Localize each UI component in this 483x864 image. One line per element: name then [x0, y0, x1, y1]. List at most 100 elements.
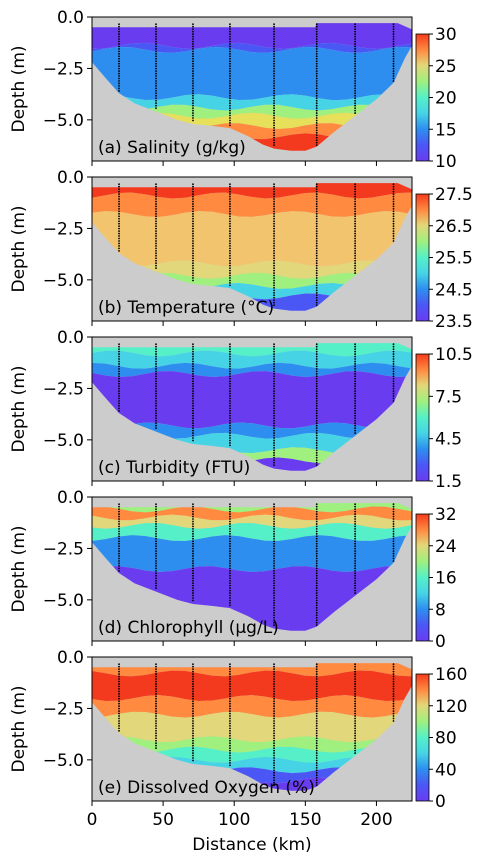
station-point [273, 284, 275, 287]
station-point [273, 405, 275, 407]
station-point [392, 232, 395, 235]
station-point [392, 513, 395, 515]
station-point [229, 190, 231, 193]
panel-label: (a) Salinity (g/kg) [98, 138, 246, 158]
station-point [273, 715, 275, 717]
station-point [392, 395, 395, 397]
station-point [354, 193, 357, 195]
station-point [392, 62, 395, 65]
station-point [273, 427, 275, 430]
station-point [273, 552, 275, 555]
station-point [155, 579, 157, 582]
station-point [354, 683, 357, 685]
station-point [192, 232, 194, 235]
station-point [273, 183, 275, 186]
station-point [229, 25, 231, 28]
station-point [273, 515, 275, 518]
station-point [118, 532, 120, 535]
station-point [315, 737, 318, 740]
station-point [354, 72, 357, 75]
station-point [354, 520, 357, 523]
station-point [192, 678, 194, 680]
station-point [229, 737, 231, 740]
station-point [155, 569, 157, 572]
station-point [155, 60, 157, 63]
station-point [354, 737, 357, 740]
station-point [315, 104, 318, 107]
station-point [315, 437, 318, 439]
station-point [155, 212, 157, 215]
station-point [315, 249, 318, 252]
station-point [273, 85, 275, 87]
station-point [118, 665, 120, 668]
station-point [273, 520, 275, 523]
station-point [273, 683, 275, 685]
station-point [354, 107, 357, 110]
station-point [273, 518, 275, 520]
station-point [192, 235, 194, 237]
station-point [315, 52, 318, 55]
station-point [354, 402, 357, 405]
station-point [354, 77, 357, 80]
station-point [229, 385, 231, 388]
station-point [229, 203, 231, 205]
station-point [273, 72, 275, 75]
station-point [155, 267, 157, 270]
station-point [229, 360, 231, 363]
station-point [192, 749, 194, 752]
station-point [118, 62, 120, 65]
station-point [273, 82, 275, 85]
station-point [273, 722, 275, 725]
station-point [229, 363, 231, 365]
station-point [354, 424, 357, 427]
y-tick-label: −2.5 [43, 539, 84, 559]
station-point [354, 705, 357, 708]
station-point [315, 367, 318, 370]
station-point [229, 747, 231, 750]
station-point [155, 402, 157, 405]
station-point [315, 38, 318, 40]
colorbar-tick-label: 23.5 [435, 312, 473, 332]
station-point [315, 217, 318, 220]
station-point [229, 87, 231, 90]
station-point [229, 577, 231, 580]
station-point [273, 230, 275, 233]
station-point [229, 442, 231, 444]
station-point [118, 205, 120, 208]
colorbar [415, 673, 430, 802]
station-point [273, 444, 275, 447]
station-point [118, 515, 120, 518]
station-point [229, 104, 231, 107]
station-point [155, 222, 157, 225]
station-point [392, 527, 395, 530]
station-point [354, 668, 357, 671]
station-point [192, 422, 194, 425]
station-point [315, 126, 318, 129]
station-point [229, 375, 231, 378]
station-point [273, 60, 275, 63]
station-point [354, 557, 357, 560]
station-point [315, 434, 318, 437]
station-point [229, 279, 231, 282]
station-point [315, 424, 318, 427]
station-point [192, 367, 194, 370]
station-point [155, 419, 157, 422]
station-point [315, 769, 318, 772]
station-point [229, 437, 231, 439]
station-point [315, 572, 318, 575]
station-point [192, 193, 194, 195]
station-point [354, 587, 357, 590]
station-point [273, 129, 275, 132]
station-point [392, 678, 395, 680]
station-point [155, 249, 157, 252]
contour-band [92, 695, 412, 718]
station-point [192, 390, 194, 393]
station-point [315, 685, 318, 688]
station-point [315, 92, 318, 95]
station-point [392, 207, 395, 210]
station-point [354, 267, 357, 270]
station-point [392, 685, 395, 688]
station-point [392, 400, 395, 402]
station-point [155, 382, 157, 385]
station-point [273, 237, 275, 240]
